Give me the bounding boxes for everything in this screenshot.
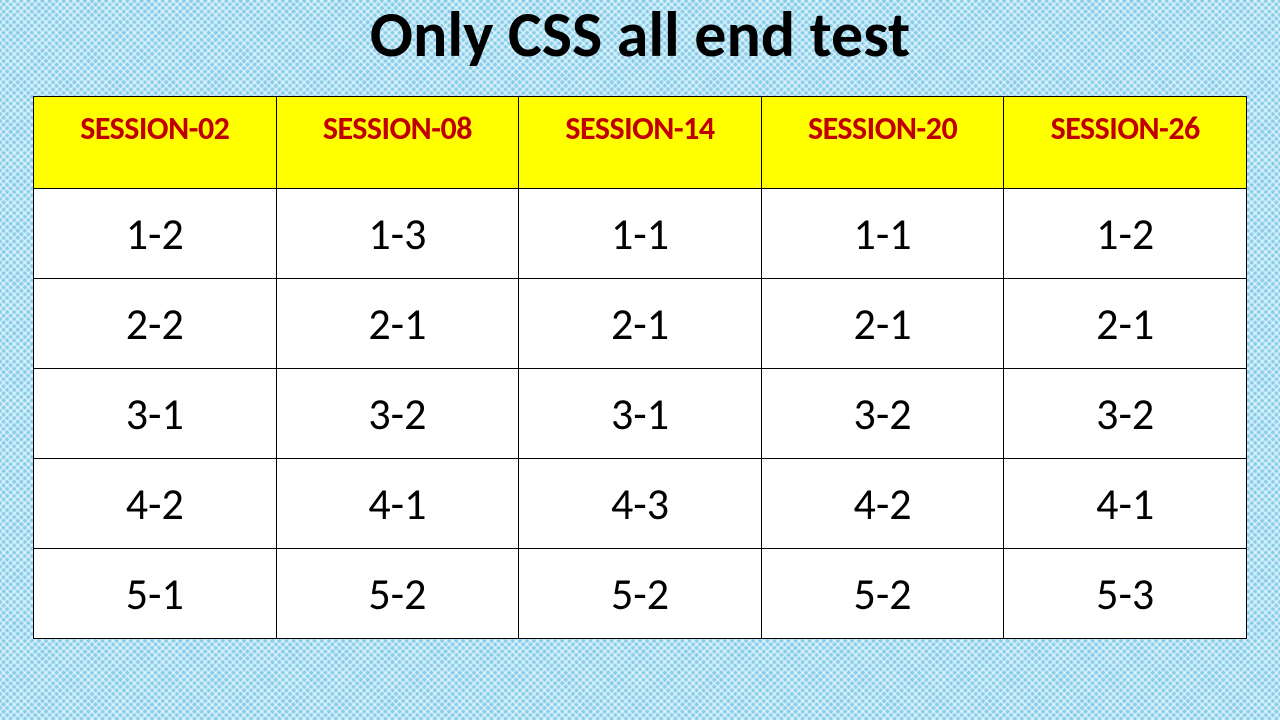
table-header: SESSION-14 — [519, 97, 762, 189]
table-cell: 4-3 — [519, 459, 762, 549]
table-cell: 4-2 — [761, 459, 1004, 549]
page-title: Only CSS all end test — [370, 0, 910, 74]
table-header: SESSION-02 — [34, 97, 277, 189]
table-cell: 5-2 — [276, 549, 519, 639]
table-cell: 1-1 — [519, 189, 762, 279]
session-table: SESSION-02 SESSION-08 SESSION-14 SESSION… — [33, 96, 1247, 639]
table-cell: 2-1 — [761, 279, 1004, 369]
table-row: 4-2 4-1 4-3 4-2 4-1 — [34, 459, 1247, 549]
table-cell: 1-2 — [34, 189, 277, 279]
table-cell: 4-1 — [276, 459, 519, 549]
table-cell: 1-3 — [276, 189, 519, 279]
table-cell: 2-2 — [34, 279, 277, 369]
table-cell: 2-1 — [1004, 279, 1247, 369]
table-cell: 5-2 — [761, 549, 1004, 639]
table-cell: 2-1 — [276, 279, 519, 369]
table-cell: 4-1 — [1004, 459, 1247, 549]
table-row: 2-2 2-1 2-1 2-1 2-1 — [34, 279, 1247, 369]
table-cell: 5-1 — [34, 549, 277, 639]
session-table-container: SESSION-02 SESSION-08 SESSION-14 SESSION… — [33, 96, 1247, 639]
table-cell: 5-2 — [519, 549, 762, 639]
table-row: 1-2 1-3 1-1 1-1 1-2 — [34, 189, 1247, 279]
table-header: SESSION-20 — [761, 97, 1004, 189]
table-cell: 5-3 — [1004, 549, 1247, 639]
table-header: SESSION-26 — [1004, 97, 1247, 189]
table-cell: 2-1 — [519, 279, 762, 369]
table-row: 3-1 3-2 3-1 3-2 3-2 — [34, 369, 1247, 459]
table-cell: 3-1 — [519, 369, 762, 459]
table-cell: 3-2 — [276, 369, 519, 459]
table-cell: 1-1 — [761, 189, 1004, 279]
table-header: SESSION-08 — [276, 97, 519, 189]
table-cell: 3-1 — [34, 369, 277, 459]
table-header-row: SESSION-02 SESSION-08 SESSION-14 SESSION… — [34, 97, 1247, 189]
table-cell: 3-2 — [761, 369, 1004, 459]
table-cell: 1-2 — [1004, 189, 1247, 279]
table-cell: 3-2 — [1004, 369, 1247, 459]
table-row: 5-1 5-2 5-2 5-2 5-3 — [34, 549, 1247, 639]
table-cell: 4-2 — [34, 459, 277, 549]
